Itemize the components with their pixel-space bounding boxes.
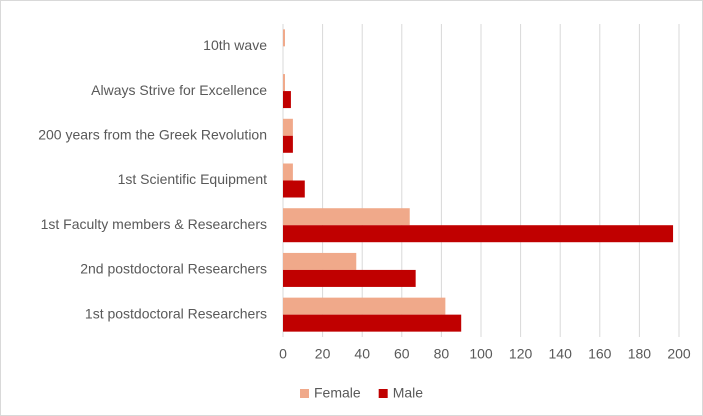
x-tick-label: 100	[469, 346, 493, 362]
x-tick-label: 60	[394, 346, 410, 362]
x-tick-label: 120	[509, 346, 533, 362]
bar	[283, 135, 293, 153]
bar	[283, 314, 462, 332]
bar	[283, 74, 285, 92]
bar	[283, 180, 305, 198]
y-tick-label: 1st Scientific Equipment	[118, 171, 268, 187]
legend-swatch	[378, 389, 388, 398]
y-tick-label: 2nd postdoctoral Researchers	[80, 261, 267, 277]
y-tick-label: 10th wave	[203, 37, 267, 53]
bar	[283, 297, 446, 315]
bar	[283, 163, 293, 181]
bar	[283, 91, 291, 109]
x-tick-label: 160	[588, 346, 612, 362]
y-tick-label: Always Strive for Excellence	[91, 82, 267, 98]
y-tick-label: 200 years from the Greek Revolution	[38, 126, 267, 142]
x-tick-label: 180	[628, 346, 652, 362]
bar	[283, 252, 357, 270]
legend-label: Female	[314, 385, 361, 401]
x-tick-label: 20	[315, 346, 331, 362]
bar	[283, 269, 416, 287]
x-tick-label: 200	[667, 346, 691, 362]
x-tick-label: 0	[279, 346, 287, 362]
x-tick-label: 140	[549, 346, 573, 362]
legend-swatch	[300, 389, 309, 398]
bar	[283, 118, 293, 136]
x-tick-label: 80	[434, 346, 450, 362]
y-tick-label: 1st Faculty members & Researchers	[41, 216, 267, 232]
legend-label: Male	[393, 385, 424, 401]
x-tick-label: 40	[354, 346, 370, 362]
bar	[283, 225, 674, 243]
bar	[283, 29, 285, 47]
bar	[283, 208, 410, 226]
y-tick-label: 1st postdoctoral Researchers	[85, 305, 267, 321]
